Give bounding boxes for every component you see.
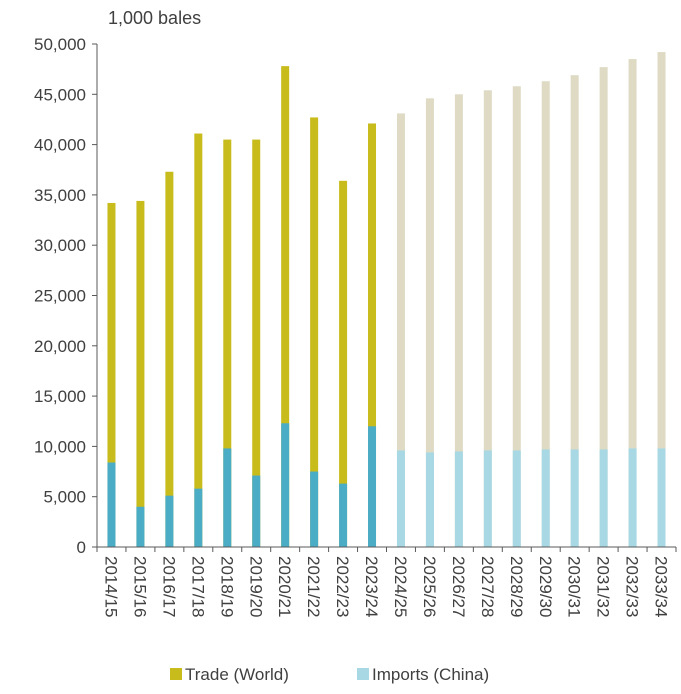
- x-tick-label-4: 2018/19: [217, 556, 236, 617]
- bar-trade-world-3: [194, 133, 203, 547]
- tick-labels: 0 5,000 10,000 15,000 20,000 25,000 30,000 35,0…: [34, 35, 671, 617]
- y-tick-label-9: 45,000: [34, 85, 86, 104]
- unit-label: 1,000 bales: [108, 8, 201, 28]
- bar-trade-world-0: [107, 202, 116, 547]
- x-tick-label-15: 2029/30: [536, 556, 555, 617]
- y-tick-label-4: 20,000: [34, 337, 86, 356]
- bar-imports-china-13: [483, 450, 492, 547]
- bar-trade-world-7: [310, 117, 319, 547]
- x-tick-label-7: 2021/22: [304, 556, 323, 617]
- bar-trade-world-9: [368, 123, 377, 547]
- bar-imports-china-17: [599, 449, 608, 547]
- x-tick-label-9: 2023/24: [362, 556, 381, 617]
- bar-trade-world-13: [483, 90, 492, 547]
- legend-imports-china-label: Imports (China): [372, 665, 489, 684]
- bar-imports-china-19: [657, 448, 666, 547]
- bar-imports-china-16: [570, 449, 579, 547]
- bar-imports-china-0: [107, 462, 116, 547]
- bar-imports-china-3: [194, 488, 203, 547]
- bar-trade-world-1: [136, 200, 145, 547]
- bar-imports-china-11: [425, 452, 434, 547]
- bar-trade-world-17: [599, 67, 608, 547]
- legend-trade-world-label: Trade (World): [185, 665, 289, 684]
- bar-trade-world-6: [281, 66, 290, 547]
- bar-trade-world-15: [541, 81, 550, 547]
- x-tick-label-14: 2028/29: [507, 556, 526, 617]
- bar-trade-world-8: [339, 180, 348, 547]
- legend-trade-world-swatch: [170, 668, 182, 680]
- y-tick-label-3: 15,000: [34, 387, 86, 406]
- x-tick-label-11: 2025/26: [420, 556, 439, 617]
- legend-imports-china-swatch: [357, 668, 369, 680]
- bar-trade-world-12: [454, 94, 463, 548]
- bar-trade-world-19: [657, 52, 666, 548]
- bar-imports-china-18: [628, 448, 637, 547]
- bar-trade-world-10: [396, 113, 405, 547]
- y-tick-label-5: 25,000: [34, 287, 86, 306]
- x-tick-label-16: 2030/31: [565, 556, 584, 617]
- bar-imports-china-10: [396, 450, 405, 547]
- axes-layer: [92, 43, 677, 552]
- bar-imports-china-9: [368, 426, 377, 547]
- x-tick-label-18: 2032/33: [623, 556, 642, 617]
- x-tick-label-19: 2033/34: [652, 556, 671, 617]
- bars-layer: [107, 52, 666, 548]
- bar-trade-world-16: [570, 75, 579, 547]
- x-tick-label-6: 2020/21: [275, 556, 294, 617]
- bar-imports-china-6: [281, 423, 290, 547]
- bar-imports-china-15: [541, 449, 550, 547]
- bar-imports-china-2: [165, 495, 174, 547]
- x-tick-label-12: 2026/27: [449, 556, 468, 617]
- bar-imports-china-4: [223, 448, 232, 547]
- bar-trade-world-2: [165, 171, 174, 547]
- y-tick-label-10: 50,000: [34, 35, 86, 54]
- bar-imports-china-5: [252, 475, 261, 547]
- y-tick-label-1: 5,000: [43, 488, 86, 507]
- x-tick-label-1: 2015/16: [130, 556, 149, 617]
- bar-imports-china-7: [310, 471, 319, 547]
- bar-trade-world-5: [252, 139, 261, 547]
- x-tick-label-10: 2024/25: [391, 556, 410, 617]
- bar-imports-china-1: [136, 506, 145, 547]
- x-tick-label-0: 2014/15: [102, 556, 121, 617]
- bar-trade-world-11: [425, 98, 434, 547]
- x-tick-label-13: 2027/28: [478, 556, 497, 617]
- y-tick-label-8: 40,000: [34, 136, 86, 155]
- y-tick-label-0: 0: [77, 538, 86, 557]
- bar-trade-world-14: [512, 86, 521, 547]
- y-tick-label-7: 35,000: [34, 186, 86, 205]
- bar-imports-china-12: [454, 451, 463, 547]
- bar-trade-world-18: [628, 59, 637, 548]
- x-tick-label-17: 2031/32: [594, 556, 613, 617]
- x-tick-label-8: 2022/23: [333, 556, 352, 617]
- x-tick-label-3: 2017/18: [188, 556, 207, 617]
- x-tick-label-5: 2019/20: [246, 556, 265, 617]
- bar-imports-china-8: [339, 483, 348, 547]
- legend: Trade (World) Imports (China): [170, 665, 489, 684]
- bar-imports-china-14: [512, 450, 521, 547]
- x-tick-label-2: 2016/17: [159, 556, 178, 617]
- bar-trade-world-4: [223, 139, 232, 547]
- y-tick-label-2: 10,000: [34, 437, 86, 456]
- y-tick-label-6: 30,000: [34, 236, 86, 255]
